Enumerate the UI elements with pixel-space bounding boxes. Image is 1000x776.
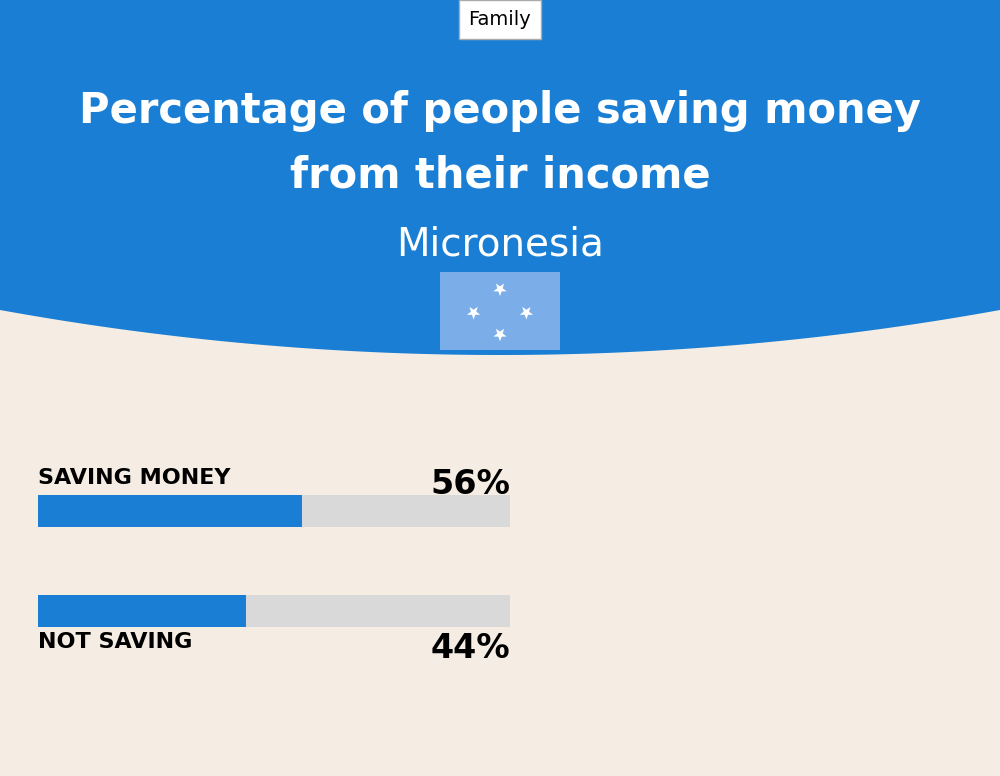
Polygon shape bbox=[493, 329, 507, 341]
Polygon shape bbox=[520, 307, 533, 320]
Text: from their income: from their income bbox=[290, 155, 710, 197]
Polygon shape bbox=[493, 283, 507, 296]
Polygon shape bbox=[0, 0, 1000, 355]
FancyBboxPatch shape bbox=[38, 595, 510, 627]
FancyBboxPatch shape bbox=[440, 272, 560, 350]
Text: 44%: 44% bbox=[430, 632, 510, 665]
Text: Family: Family bbox=[469, 10, 531, 29]
Text: 56%: 56% bbox=[430, 468, 510, 501]
FancyBboxPatch shape bbox=[38, 495, 510, 527]
Polygon shape bbox=[467, 307, 480, 320]
FancyBboxPatch shape bbox=[38, 495, 302, 527]
Text: Percentage of people saving money: Percentage of people saving money bbox=[79, 90, 921, 132]
Text: NOT SAVING: NOT SAVING bbox=[38, 632, 192, 652]
Text: Micronesia: Micronesia bbox=[396, 225, 604, 263]
FancyBboxPatch shape bbox=[38, 595, 246, 627]
Text: SAVING MONEY: SAVING MONEY bbox=[38, 468, 230, 488]
